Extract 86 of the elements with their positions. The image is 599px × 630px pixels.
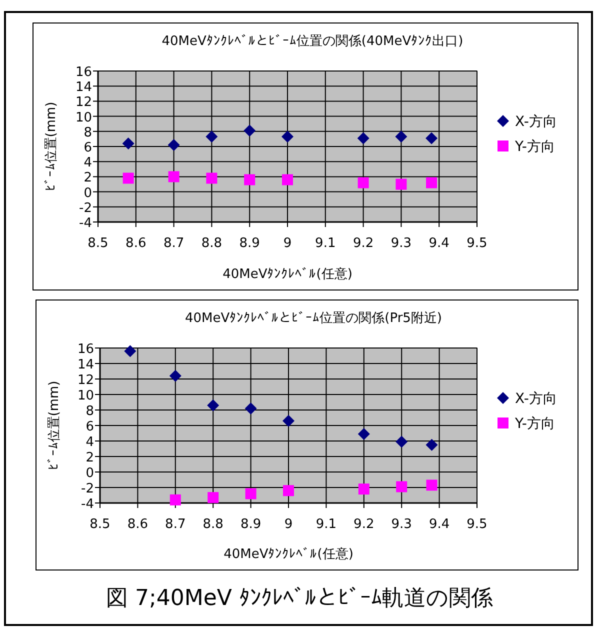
x-tick-label: 8.8 xyxy=(202,517,224,532)
x-tick-label: 9.5 xyxy=(466,517,488,532)
x-tick-label: 8.8 xyxy=(201,236,222,251)
y-tick-label: 4 xyxy=(84,156,92,171)
point xyxy=(208,492,219,504)
y-tick-label: 6 xyxy=(86,420,94,434)
chart-title: 40MeVﾀﾝｸﾚﾍﾞﾙとﾋﾞｰﾑ位置の関係(40MeVﾀﾝｸ出口) xyxy=(162,34,464,49)
point xyxy=(358,428,370,440)
x-axis-title: 40MeVﾀﾝｸﾚﾍﾞﾙ(任意) xyxy=(222,267,352,282)
point xyxy=(396,481,408,492)
x-tick-label: 9 xyxy=(283,236,292,251)
point xyxy=(122,137,134,150)
legend-label: Y-方向 xyxy=(514,416,555,432)
x-tick-label: 9 xyxy=(284,517,293,532)
chart-title: 40MeVﾀﾝｸﾚﾍﾞﾙとﾋﾞｰﾑ位置の関係(Pr5附近) xyxy=(184,311,442,326)
point xyxy=(358,177,369,188)
legend-label: X-方向 xyxy=(515,114,557,130)
y-tick-label: 2 xyxy=(84,170,92,186)
y-tick-label: 6 xyxy=(84,140,92,156)
y-tick-label: 14 xyxy=(77,358,94,372)
x-tick-label: 9.1 xyxy=(315,236,336,251)
x-tick-label: 8.5 xyxy=(90,517,110,532)
point xyxy=(357,132,370,144)
y-tick-label: 8 xyxy=(84,125,92,140)
point xyxy=(244,124,256,137)
point xyxy=(244,402,257,414)
x-tick-label: 8.7 xyxy=(165,517,186,532)
y-tick-label: -4 xyxy=(81,497,94,512)
point xyxy=(426,438,438,451)
x-tick-label: 9.3 xyxy=(390,236,412,251)
x-tick-label: 9.5 xyxy=(466,236,488,251)
y-axis-title: ﾋﾞｰﾑ位置(mm) xyxy=(47,380,62,470)
point xyxy=(282,130,294,143)
y-tick-label: 8 xyxy=(86,404,94,419)
point xyxy=(122,172,134,184)
y-tick-label: 0 xyxy=(84,186,92,201)
point xyxy=(396,178,407,190)
x-tick-label: 8.9 xyxy=(239,236,260,251)
x-axis-title: 40MeVﾀﾝｸﾚﾍﾞﾙ(任意) xyxy=(224,547,354,562)
point xyxy=(395,130,408,143)
y-tick-label: 12 xyxy=(77,373,94,388)
point xyxy=(283,485,294,496)
point xyxy=(245,488,256,500)
x-tick-label: 8.6 xyxy=(127,517,148,532)
x-tick-label: 9.1 xyxy=(316,517,337,532)
x-tick-label: 8.9 xyxy=(240,517,262,532)
y-tick-label: -4 xyxy=(79,216,92,231)
x-tick-label: 9.3 xyxy=(391,517,412,532)
point xyxy=(170,494,181,506)
legend-label: Y-方向 xyxy=(514,139,555,155)
y-tick-label: 14 xyxy=(75,80,92,96)
y-tick-label: 16 xyxy=(75,65,92,80)
caption: 図 7;40MeV ﾀﾝｸﾚﾍﾞﾙとﾋﾞｰﾑ軌道の関係 xyxy=(106,586,493,611)
point xyxy=(206,172,218,184)
y-tick-label: 4 xyxy=(86,435,94,450)
x-tick-label: 8.6 xyxy=(126,236,146,251)
x-tick-label: 9.2 xyxy=(352,236,374,251)
point xyxy=(244,174,256,186)
point xyxy=(206,130,218,143)
point xyxy=(168,171,180,182)
x-tick-label: 9.4 xyxy=(428,236,450,251)
point xyxy=(426,132,438,144)
point xyxy=(169,370,182,382)
x-tick-label: 8.5 xyxy=(88,236,108,251)
point xyxy=(124,345,136,358)
x-tick-label: 9.4 xyxy=(428,517,450,532)
point xyxy=(168,138,180,151)
y-tick-label: -2 xyxy=(81,482,94,496)
x-tick-label: 8.7 xyxy=(163,236,184,251)
y-tick-label: 16 xyxy=(77,342,94,357)
point xyxy=(282,174,293,186)
point xyxy=(358,484,370,495)
legend-label: X-方向 xyxy=(515,391,557,407)
point xyxy=(207,399,220,412)
point xyxy=(396,436,408,448)
y-tick-label: 10 xyxy=(77,388,94,404)
x-tick-label: 9.2 xyxy=(354,517,374,532)
y-axis-title: ﾋﾞｰﾑ位置(mm) xyxy=(44,102,59,192)
point xyxy=(426,480,438,491)
y-tick-label: 10 xyxy=(75,110,92,126)
point xyxy=(426,177,438,188)
y-tick-label: -2 xyxy=(79,200,92,216)
point xyxy=(282,414,294,427)
y-tick-label: 12 xyxy=(75,95,92,110)
y-tick-label: 0 xyxy=(86,466,94,481)
y-tick-label: 2 xyxy=(86,450,94,466)
